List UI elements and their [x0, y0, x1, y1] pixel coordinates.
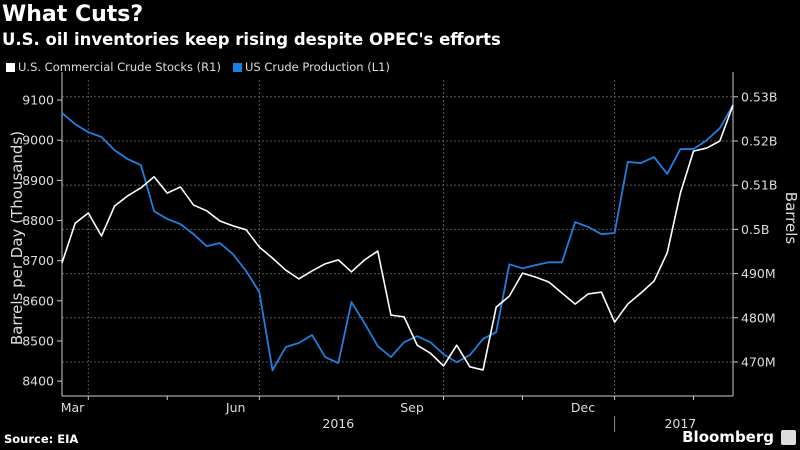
right-tick-label: 0.5B [741, 222, 769, 237]
chart-title: What Cuts? [2, 2, 144, 27]
left-tick-label: 8600 [22, 293, 54, 308]
bloomberg-chart-icon [781, 430, 796, 445]
left-tick-label: 9000 [22, 133, 54, 148]
legend-item-stocks: U.S. Commercial Crude Stocks (R1) [6, 60, 221, 74]
legend: U.S. Commercial Crude Stocks (R1) US Cru… [6, 60, 390, 74]
chart-subtitle: U.S. oil inventories keep rising despite… [2, 30, 501, 49]
right-tick-label: 0.52B [741, 133, 777, 148]
x-tick-label: Dec [571, 400, 595, 415]
x-tick-label: Sep [400, 400, 424, 415]
series-line-stocks [61, 104, 734, 371]
year-label: 2017 [664, 416, 696, 431]
left-tick-label: 8700 [22, 253, 54, 268]
year-label: 2016 [322, 416, 354, 431]
right-tick-label: 490M [741, 266, 776, 281]
right-tick-label: 0.53B [741, 89, 777, 104]
right-tick-label: 0.51B [741, 178, 777, 193]
left-tick-label: 8900 [22, 173, 54, 188]
legend-swatch-stocks [6, 62, 15, 72]
right-tick-label: 470M [741, 354, 776, 369]
legend-label-production: US Crude Production (L1) [244, 60, 390, 74]
right-tick-label: 480M [741, 310, 776, 325]
series-line-production [61, 104, 734, 372]
legend-item-production: US Crude Production (L1) [232, 60, 390, 74]
left-axis-title: Barrels per Day (Thousands) [8, 131, 26, 345]
bloomberg-logo: Bloomberg [682, 428, 774, 446]
right-axis-title: Barrels [782, 192, 800, 245]
source-note: Source: EIA [4, 432, 79, 446]
x-tick-label: Jun [225, 400, 246, 415]
legend-label-stocks: U.S. Commercial Crude Stocks (R1) [18, 60, 221, 74]
left-tick-label: 8800 [22, 213, 54, 228]
left-tick-label: 8500 [22, 333, 54, 348]
left-tick-label: 8400 [22, 374, 54, 389]
left-tick-label: 9100 [22, 93, 54, 108]
x-tick-label: Mar [61, 400, 85, 415]
legend-swatch-production [232, 62, 242, 72]
